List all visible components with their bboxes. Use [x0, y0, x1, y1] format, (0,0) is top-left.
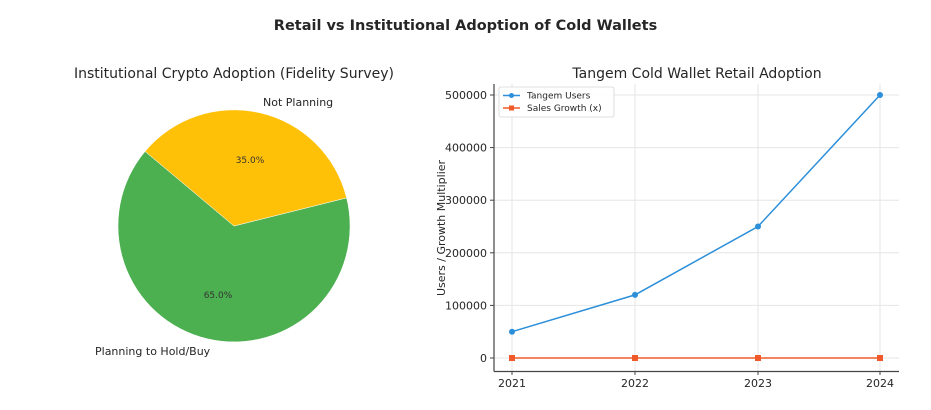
- y-tick-label: 0: [480, 352, 487, 365]
- series-tangem-users: [509, 92, 883, 335]
- y-tick-label: 500000: [445, 89, 487, 102]
- line-title: Tangem Cold Wallet Retail Adoption: [571, 66, 821, 82]
- x-tick-label: 2024: [866, 377, 894, 390]
- line-chart: Tangem Cold Wallet Retail Adoption 0: [435, 66, 899, 390]
- pie-label-not-planning: Not Planning: [263, 96, 333, 109]
- pie-pct-not-planning: 35.0%: [236, 156, 265, 166]
- x-axis-ticks: 2021 2022 2023 2024: [498, 371, 894, 390]
- x-tick-label: 2023: [744, 377, 772, 390]
- legend-marker-square-icon: [509, 105, 514, 111]
- y-tick-label: 400000: [445, 142, 487, 155]
- data-point: [877, 355, 883, 361]
- legend-label-sales-growth: Sales Growth (x): [527, 104, 602, 114]
- y-tick-label: 300000: [445, 194, 487, 207]
- pie-pct-planning: 65.0%: [204, 291, 233, 301]
- data-point: [509, 355, 515, 361]
- y-tick-label: 100000: [445, 299, 487, 312]
- data-point: [877, 92, 883, 98]
- data-point: [632, 355, 638, 361]
- legend-marker-circle-icon: [509, 93, 514, 98]
- x-tick-label: 2021: [498, 377, 526, 390]
- y-axis-label: Users / Growth Multiplier: [435, 159, 448, 296]
- pie-slice-not-planning: [144, 109, 347, 227]
- gridlines: [494, 84, 899, 371]
- pie-chart: Institutional Crypto Adoption (Fidelity …: [74, 66, 394, 358]
- figure-title: Retail vs Institutional Adoption of Cold…: [273, 18, 658, 34]
- y-tick-label: 200000: [445, 247, 487, 260]
- series-sales-growth: [509, 355, 883, 361]
- data-point: [509, 328, 515, 335]
- pie-label-planning: Planning to Hold/Buy: [95, 345, 211, 358]
- data-point: [755, 355, 761, 361]
- legend: Tangem Users Sales Growth (x): [498, 86, 615, 118]
- data-point: [632, 291, 638, 298]
- y-axis-ticks: 0 100000 200000 300000 400000 500000: [445, 89, 494, 365]
- legend-label-tangem-users: Tangem Users: [526, 92, 591, 102]
- pie-slice-planning: [117, 151, 351, 343]
- pie-title: Institutional Crypto Adoption (Fidelity …: [74, 66, 394, 82]
- x-tick-label: 2022: [621, 377, 649, 390]
- data-point: [755, 223, 761, 230]
